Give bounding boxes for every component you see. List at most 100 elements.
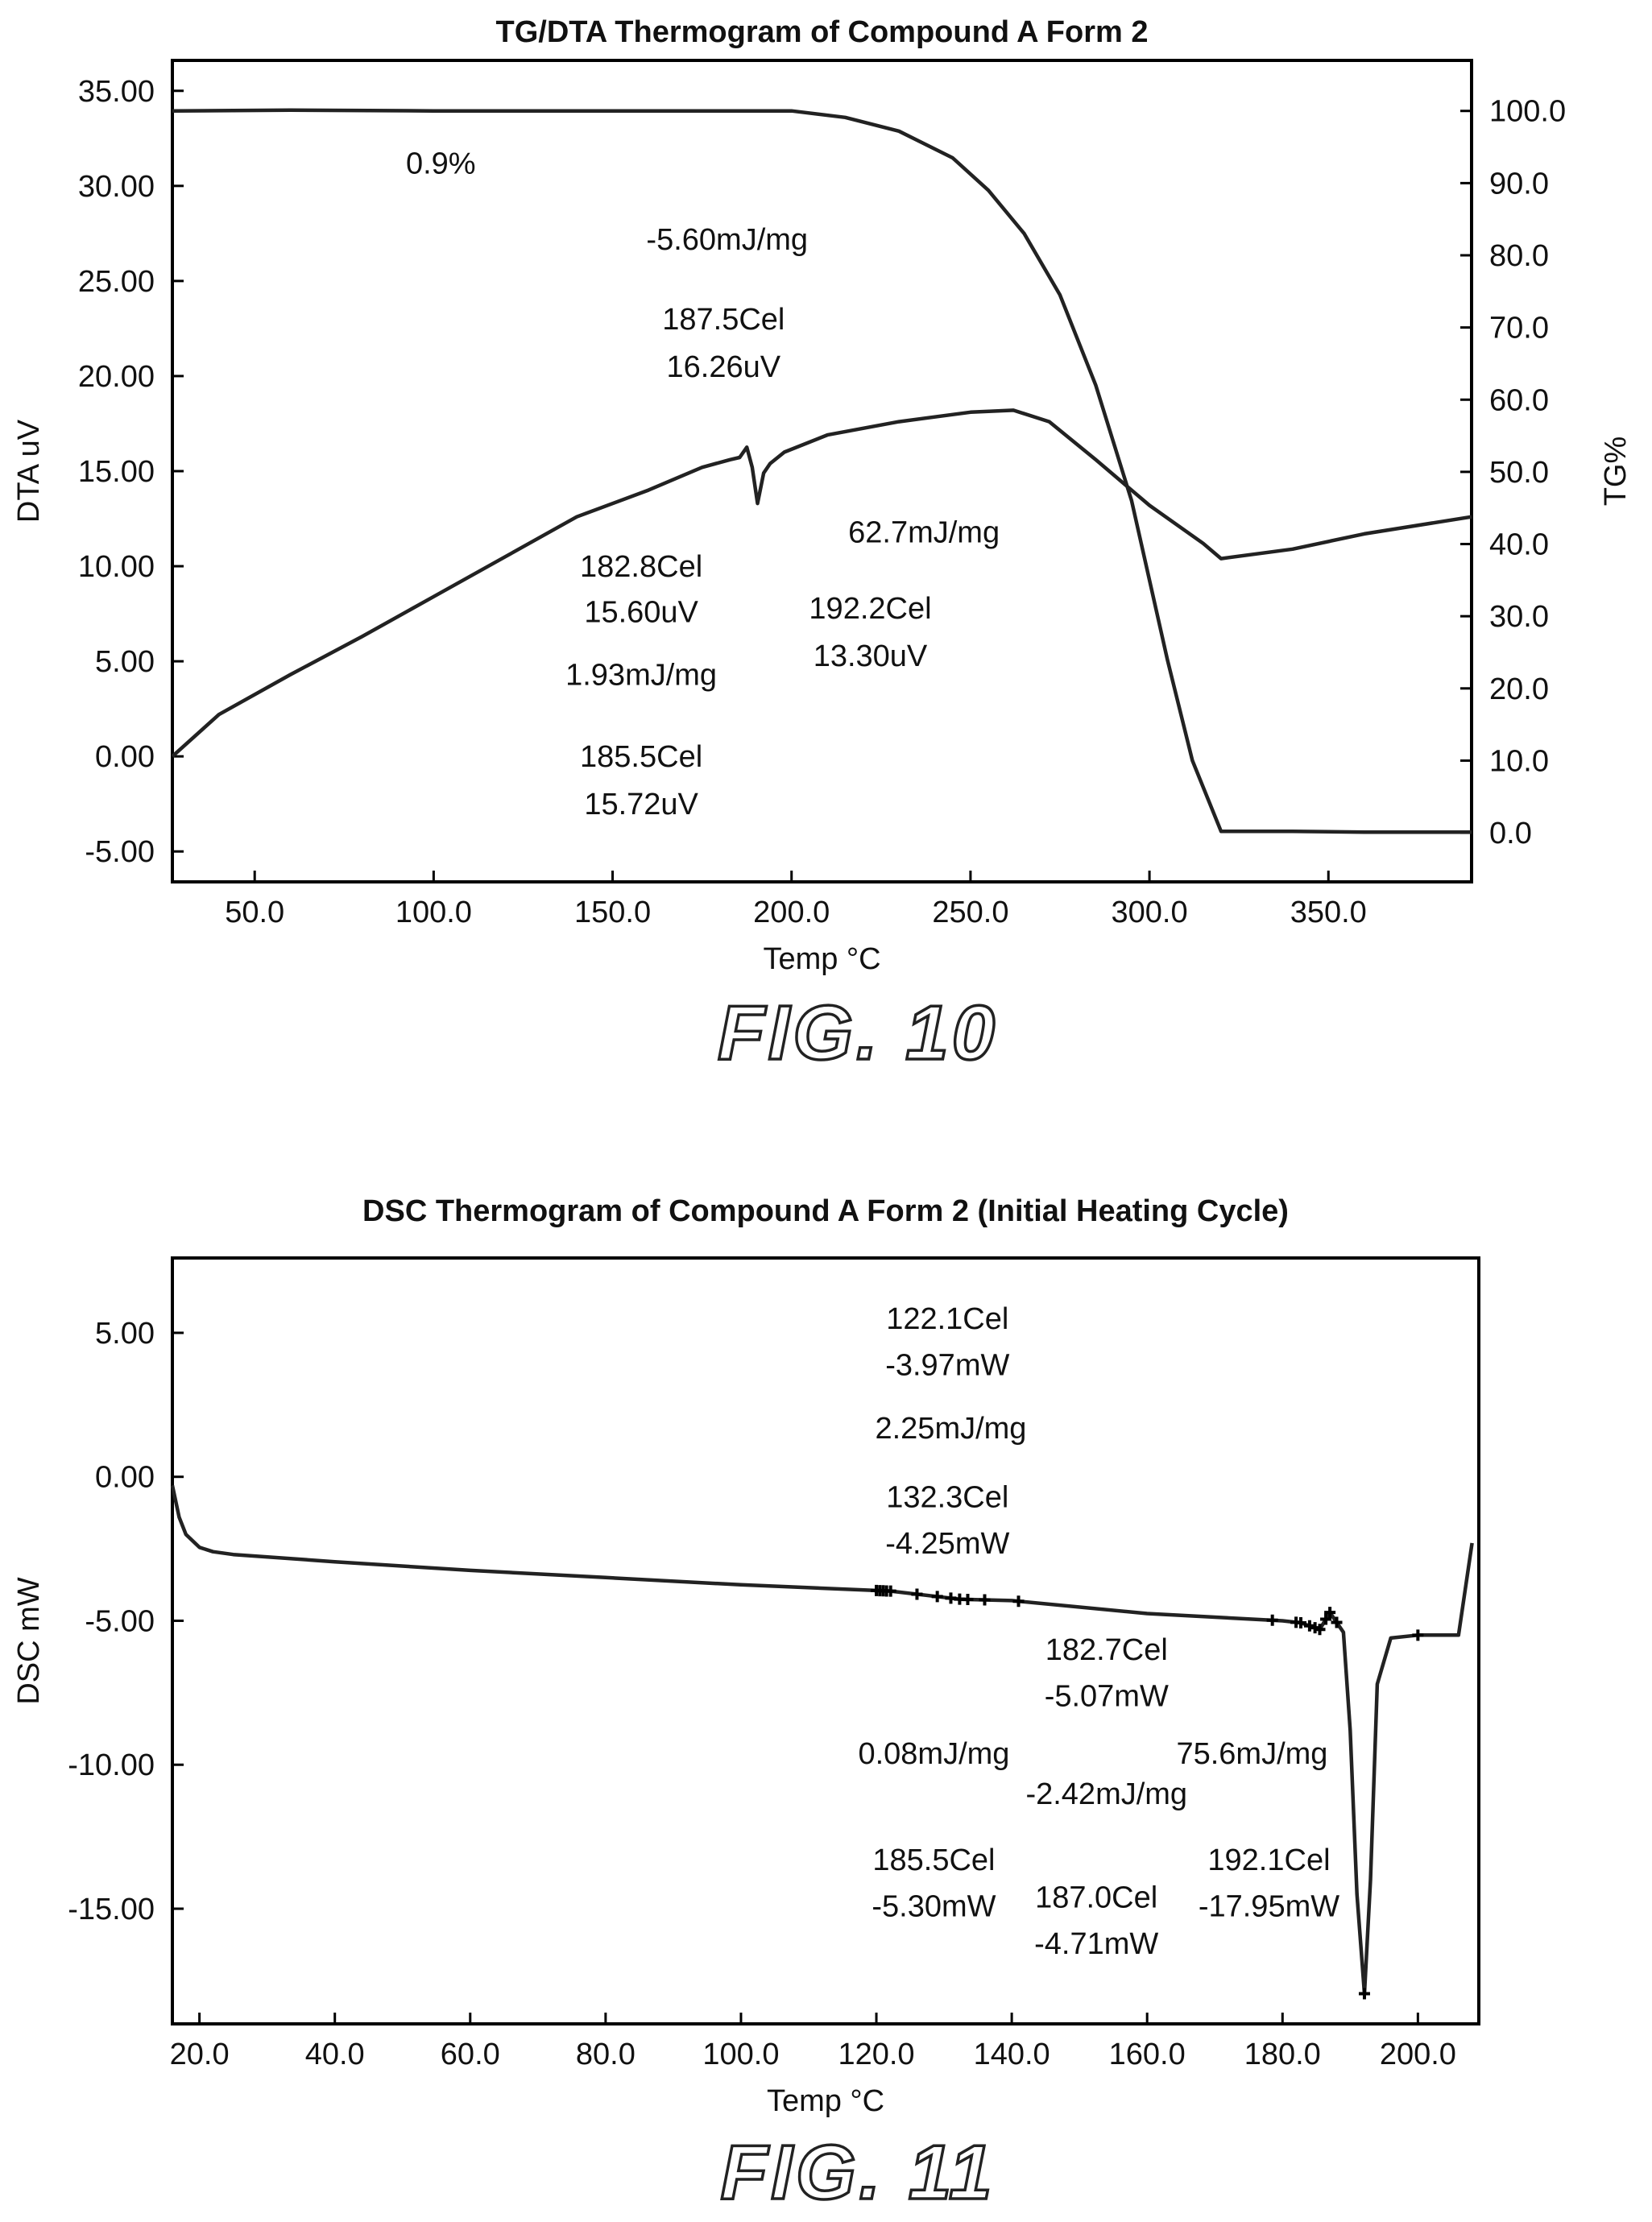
- y-tick-label: 25.00: [78, 265, 155, 299]
- annotation-label: 16.26uV: [667, 350, 781, 384]
- x-tick-label: 60.0: [441, 2038, 500, 2071]
- y2-tick-label: 60.0: [1489, 383, 1549, 417]
- analysis-marker: [931, 1591, 943, 1603]
- annotation-label: 192.2Cel: [809, 592, 931, 626]
- x-tick-label: 200.0: [753, 896, 830, 929]
- x-tick-label: 150.0: [574, 896, 651, 929]
- analysis-marker: [884, 1585, 896, 1597]
- y-tick-label: 35.00: [78, 75, 155, 109]
- y-tick-label: -5.00: [85, 835, 155, 869]
- y2-tick-label: 0.0: [1489, 817, 1532, 850]
- annotation-label: 187.0Cel: [1035, 1881, 1157, 1915]
- y-tick-label: 30.00: [78, 170, 155, 204]
- chart-title: TG/DTA Thermogram of Compound A Form 2: [496, 15, 1149, 49]
- y2-tick-label: 80.0: [1489, 239, 1549, 273]
- annotation-label: 182.8Cel: [580, 550, 702, 584]
- y2-axis-label: TG%: [1599, 437, 1633, 507]
- x-tick-label: 20.0: [170, 2038, 230, 2071]
- x-tick-label: 80.0: [576, 2038, 636, 2071]
- y-axis-label: DTA uV: [12, 419, 46, 523]
- figure-label: FIG. 11: [721, 2129, 996, 2216]
- y2-tick-label: 90.0: [1489, 167, 1549, 201]
- annotation-label: 182.7Cel: [1045, 1633, 1168, 1667]
- annotation-label: -5.07mW: [1045, 1679, 1169, 1713]
- annotation-label: -5.60mJ/mg: [646, 223, 808, 257]
- y2-tick-label: 70.0: [1489, 312, 1549, 346]
- x-tick-label: 250.0: [932, 896, 1008, 929]
- figure-label: FIG. 10: [718, 990, 998, 1076]
- analysis-marker: [1266, 1614, 1278, 1626]
- y-tick-label: 15.00: [78, 455, 155, 489]
- annotation-label: 185.5Cel: [872, 1843, 995, 1877]
- y2-tick-label: 20.0: [1489, 672, 1549, 706]
- annotation-label: -17.95mW: [1199, 1889, 1339, 1923]
- fig10-figure: TG/DTA Thermogram of Compound A Form 2 50…: [0, 0, 1652, 1079]
- y-tick-label: 0.00: [95, 1461, 155, 1495]
- analysis-marker: [979, 1594, 991, 1606]
- y-axis-label: DSC mW: [12, 1577, 46, 1704]
- x-tick-label: 40.0: [305, 2038, 365, 2071]
- dsc-chart: DSC Thermogram of Compound A Form 2 (Ini…: [12, 1194, 1480, 2217]
- x-tick-label: 180.0: [1244, 2038, 1321, 2071]
- y-tick-label: 0.00: [95, 740, 155, 774]
- dta-series-line: [171, 408, 1472, 758]
- annotation-label: 15.60uV: [584, 596, 698, 630]
- analysis-marker: [1320, 1613, 1332, 1625]
- annotation-label: -2.42mJ/mg: [1025, 1777, 1187, 1811]
- analysis-marker: [911, 1588, 923, 1600]
- analysis-marker: [1358, 1988, 1370, 2000]
- fig11-figure: DSC Thermogram of Compound A Form 2 (Ini…: [0, 1192, 1652, 2222]
- plot-frame: [171, 59, 1473, 883]
- analysis-marker: [1314, 1624, 1326, 1636]
- annotation-label: -3.97mW: [885, 1348, 1009, 1382]
- annotation-label: 1.93mJ/mg: [565, 659, 717, 693]
- annotation-label: 75.6mJ/mg: [1176, 1737, 1327, 1771]
- annotation-label: 192.1Cel: [1207, 1843, 1330, 1877]
- x-tick-label: 350.0: [1290, 896, 1367, 929]
- analysis-marker: [962, 1593, 974, 1605]
- x-tick-label: 160.0: [1109, 2038, 1186, 2071]
- annotation-label: 185.5Cel: [580, 740, 702, 774]
- y2-tick-label: 50.0: [1489, 456, 1549, 490]
- annotation-label: -4.25mW: [885, 1527, 1009, 1561]
- x-tick-label: 100.0: [702, 2038, 779, 2071]
- y-tick-label: -10.00: [68, 1748, 155, 1782]
- annotation-label: 187.5Cel: [662, 303, 785, 337]
- analysis-marker: [1303, 1620, 1315, 1632]
- analysis-marker: [1294, 1616, 1306, 1628]
- annotation-label: -4.71mW: [1034, 1927, 1158, 1961]
- x-tick-label: 100.0: [395, 896, 472, 929]
- y-tick-label: 10.00: [78, 550, 155, 584]
- x-tick-label: 200.0: [1380, 2038, 1456, 2071]
- x-tick-label: 120.0: [838, 2038, 914, 2071]
- tg-dta-chart: TG/DTA Thermogram of Compound A Form 2 50…: [12, 15, 1633, 1078]
- annotation-label: 15.72uV: [584, 788, 698, 821]
- x-axis-label: Temp °C: [763, 942, 880, 976]
- tg-series-line: [172, 108, 1472, 834]
- y-tick-label: -5.00: [85, 1604, 155, 1638]
- y2-tick-label: 40.0: [1489, 528, 1549, 562]
- x-tick-label: 300.0: [1112, 896, 1188, 929]
- y2-tick-label: 100.0: [1489, 95, 1566, 129]
- annotation-label: -5.30mW: [872, 1889, 996, 1923]
- annotation-label: 13.30uV: [814, 639, 928, 673]
- x-tick-label: 50.0: [225, 896, 284, 929]
- y2-tick-label: 10.0: [1489, 744, 1549, 778]
- annotation-label: 0.08mJ/mg: [858, 1737, 1009, 1771]
- dsc-series-line: [170, 1484, 1474, 1996]
- analysis-marker: [1331, 1616, 1343, 1628]
- y-tick-label: -15.00: [68, 1893, 155, 1926]
- analysis-marker: [1412, 1629, 1424, 1641]
- y-tick-label: 5.00: [95, 1317, 155, 1351]
- analysis-marker: [1324, 1607, 1336, 1619]
- annotation-label: 2.25mJ/mg: [875, 1412, 1026, 1446]
- y2-tick-label: 30.0: [1489, 600, 1549, 634]
- x-axis-label: Temp °C: [767, 2084, 884, 2118]
- y-tick-label: 5.00: [95, 645, 155, 679]
- annotation-label: 132.3Cel: [886, 1481, 1008, 1515]
- annotation-label: 0.9%: [406, 147, 476, 181]
- annotation-label: 62.7mJ/mg: [848, 516, 1000, 550]
- y-tick-label: 20.00: [78, 360, 155, 394]
- plot-frame: [171, 1256, 1480, 2025]
- chart-title: DSC Thermogram of Compound A Form 2 (Ini…: [362, 1194, 1289, 1228]
